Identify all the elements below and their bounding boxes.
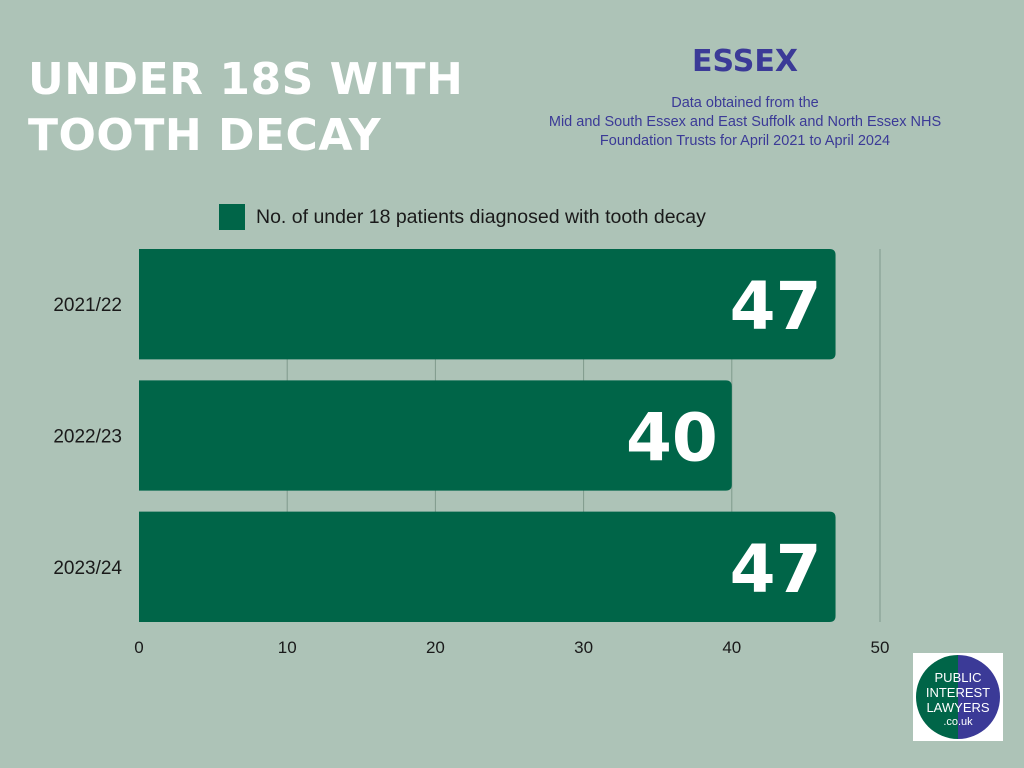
source-line-3: Foundation Trusts for April 2021 to Apri… — [599, 133, 891, 149]
region-heading: ESSEX — [692, 44, 798, 79]
bar — [139, 249, 836, 360]
y-tick-label: 2021/22 — [53, 295, 122, 316]
data-label: 47 — [730, 268, 822, 345]
legend-label: No. of under 18 patients diagnosed with … — [256, 206, 706, 228]
x-tick-label: 10 — [278, 638, 297, 657]
source-line-2: Mid and South Essex and East Suffolk and… — [548, 114, 942, 130]
bar — [139, 380, 732, 491]
x-tick-label: 20 — [426, 638, 445, 657]
x-tick-label: 50 — [871, 638, 890, 657]
x-tick-label: 0 — [134, 638, 143, 657]
x-tick-label: 40 — [722, 638, 741, 657]
logo-line-4: .co.uk — [943, 716, 973, 728]
public-interest-lawyers-logo: PUBLIC INTEREST LAWYERS .co.uk — [916, 655, 1000, 739]
logo-box: PUBLIC INTEREST LAWYERS .co.uk — [913, 653, 1003, 741]
source-note: Data obtained from the Mid and South Ess… — [500, 94, 990, 151]
y-tick-label: 2023/24 — [53, 558, 122, 579]
data-label: 47 — [730, 531, 822, 608]
chart-title: UNDER 18S WITH TOOTH DECAY — [28, 52, 463, 164]
data-label: 40 — [626, 400, 718, 477]
y-tick-label: 2022/23 — [53, 427, 122, 448]
bar — [139, 511, 836, 622]
source-line-1: Data obtained from the — [671, 95, 819, 111]
logo-line-3: LAWYERS — [926, 700, 989, 715]
logo-line-2: INTEREST — [926, 685, 990, 700]
legend-swatch — [219, 204, 245, 230]
title-line-1: UNDER 18S WITH — [28, 54, 464, 105]
logo-line-1: PUBLIC — [935, 670, 982, 685]
x-tick-label: 30 — [574, 638, 593, 657]
title-line-2: TOOTH DECAY — [28, 110, 382, 161]
